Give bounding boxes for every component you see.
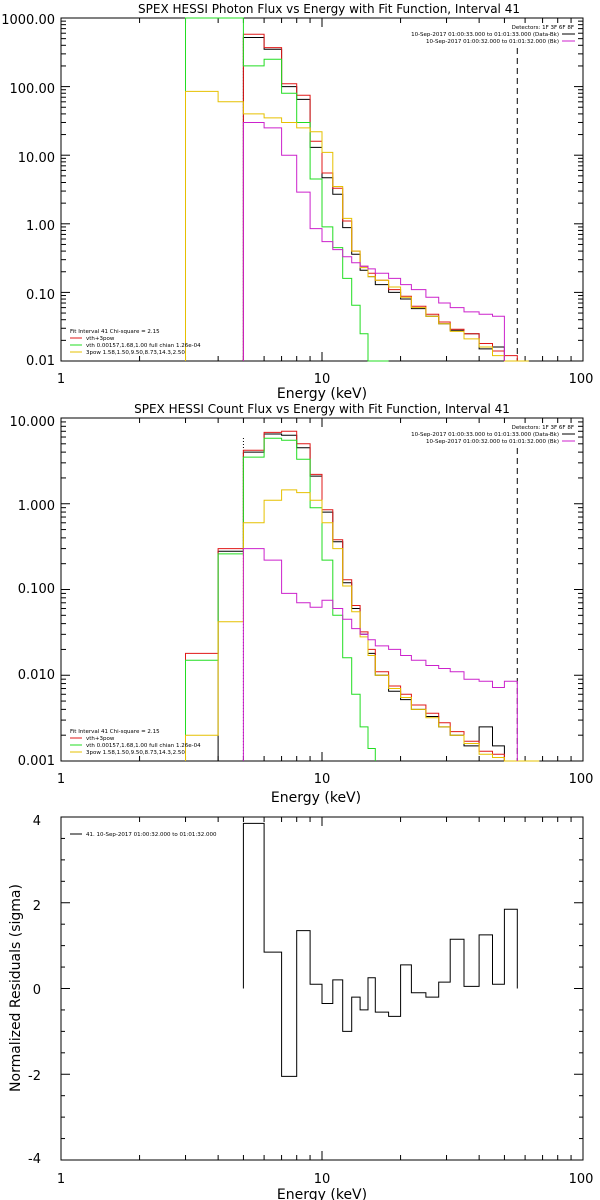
residuals-y-axis-label: Normalized Residuals (sigma) [8,884,24,1092]
photon-legend-top: Detectors: 1F 3F 6F 8F 10-Sep-2017 01:00… [411,25,575,45]
photon-fit-label: 3pow 1.58,1.50,9.50,8.73,14.3,2.50 [86,350,185,356]
residuals-x-axis-label: Energy (keV) [277,1187,367,1200]
count-y-tick-label: 0.001 [18,754,55,769]
residuals-y-tick-label: 4 [33,814,41,829]
series-line [185,17,389,362]
residuals-x-tick-label: 100 [569,1172,594,1187]
photon-marks [60,17,583,362]
count-interval-label: 10-Sep-2017 01:00:33.000 to 01:01:33.000… [411,432,559,438]
count-detectors-label: Detectors: 1F 3F 6F 8F [512,425,574,431]
count-interval-label: 10-Sep-2017 01:00:32.000 to 01:01:32.000… [426,439,559,445]
photon-y-tick-label: 1000.00 [1,13,55,28]
series-line [217,433,505,761]
residuals-y-tick-label: 2 [33,899,41,914]
series-line [185,437,376,761]
count-y-tick-labels: 10.000 1.000 0.100 0.010 0.001 [10,415,56,769]
photon-y-tick-label: 10.00 [18,151,55,166]
count-y-tick-label: 0.100 [18,582,55,597]
photon-fit-label: Fit Interval 41 Chi-square = 2.15 [70,329,160,335]
count-x-tick-label: 10 [314,772,331,787]
count-fit-label: vth+3pow [86,736,115,742]
series-line [185,430,505,761]
photon-fit-label: vth+3pow [86,336,115,342]
photon-y-tick-label: 1.00 [26,219,55,234]
series-line [242,548,518,761]
count-marks [60,417,583,762]
residuals-panel: 4 2 0 -2 -4 1 10 100 Energy (keV) Normal… [8,814,593,1200]
residuals-y-tick-label: 0 [33,983,41,998]
residuals-y-tick-label: -2 [28,1069,41,1084]
photon-legend-bottom: Fit Interval 41 Chi-square = 2.15 vth+3p… [70,329,201,356]
count-x-axis-label: Energy (keV) [271,790,361,806]
count-fit-label: vth 0.00157,1.68,1.00 full chian 1.26e-0… [86,743,201,749]
series-line [242,822,518,1077]
photon-y-tick-label: 0.01 [26,354,55,369]
photon-y-tick-label: 100.00 [10,82,56,97]
count-legend-bottom: Fit Interval 41 Chi-square = 2.15 vth+3p… [70,729,201,756]
residuals-legend-label: 41. 10-Sep-2017 01:00:32.000 to 01:01:32… [86,832,217,838]
series-line [185,489,540,762]
count-x-tick-labels: 1 10 100 [57,772,594,787]
photon-fit-label: vth 0.00157,1.68,1.00 full chian 1.26e-0… [86,343,201,349]
series-line [185,90,529,362]
count-fit-label: Fit Interval 41 Chi-square = 2.15 [70,729,160,735]
photon-detectors-label: Detectors: 1F 3F 6F 8F [512,25,574,31]
series-line [242,37,505,361]
count-y-tick-label: 1.000 [18,499,55,514]
photon-chart-title: SPEX HESSI Photon Flux vs Energy with Fi… [138,2,520,16]
count-y-tick-label: 0.010 [18,668,55,683]
count-plot-frame [60,417,584,762]
photon-flux-panel: SPEX HESSI Photon Flux vs Energy with Fi… [1,2,593,402]
count-flux-panel: SPEX HESSI Count Flux vs Energy with Fit… [10,402,594,806]
residuals-y-tick-labels: 4 2 0 -2 -4 [28,814,41,1167]
residuals-y-tick-label: -4 [28,1152,41,1167]
count-x-tick-label: 100 [569,772,594,787]
photon-interval-label: 10-Sep-2017 01:00:32.000 to 01:01:32.000… [426,39,559,45]
photon-x-tick-label: 100 [569,372,594,387]
photon-x-tick-label: 1 [57,372,65,387]
photon-y-tick-labels: 1000.00 100.00 10.00 1.00 0.10 0.01 [1,13,55,369]
count-y-tick-label: 10.000 [10,415,56,430]
residuals-x-tick-labels: 1 10 100 [57,1172,594,1187]
count-legend-top: Detectors: 1F 3F 6F 8F 10-Sep-2017 01:00… [411,425,575,445]
count-chart-title: SPEX HESSI Count Flux vs Energy with Fit… [134,402,510,416]
series-line [242,122,505,361]
residuals-x-tick-label: 1 [57,1172,65,1187]
photon-interval-label: 10-Sep-2017 01:00:33.000 to 01:01:33.000… [411,32,559,38]
count-x-tick-label: 1 [57,772,65,787]
residuals-x-tick-label: 10 [314,1172,331,1187]
photon-y-tick-label: 0.10 [26,288,55,303]
photon-x-tick-label: 10 [314,372,331,387]
residuals-marks [60,816,583,1161]
count-fit-label: 3pow 1.58,1.50,9.50,8.73,14.3,2.50 [86,750,185,756]
photon-x-tick-labels: 1 10 100 [57,372,594,387]
photon-x-axis-label: Energy (keV) [277,386,367,402]
